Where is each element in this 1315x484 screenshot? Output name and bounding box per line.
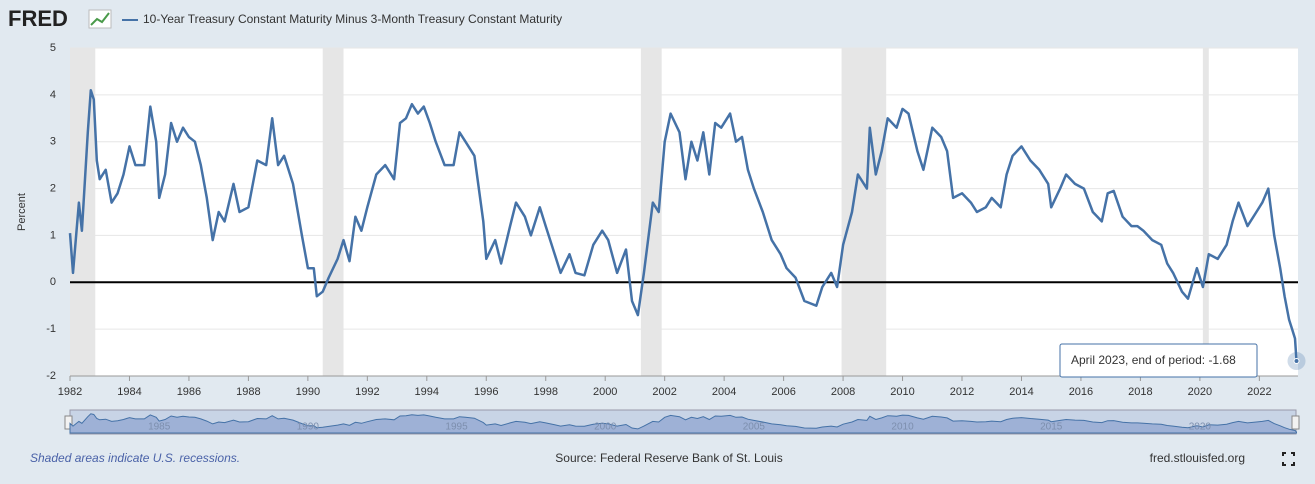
y-tick-label: 1	[50, 229, 56, 241]
recession-note: Shaded areas indicate U.S. recessions.	[30, 451, 240, 465]
x-tick-label: 2016	[1069, 386, 1093, 398]
fullscreen-icon[interactable]	[1282, 452, 1295, 466]
recession-band	[841, 48, 887, 376]
x-tick-label: 1984	[117, 386, 141, 398]
navigator-tick-label: 2010	[891, 422, 914, 433]
x-tick-label: 2010	[890, 386, 914, 398]
x-tick-label: 1988	[236, 386, 260, 398]
x-tick-label: 1990	[296, 386, 320, 398]
point-marker	[1293, 358, 1300, 365]
y-tick-label: 2	[50, 182, 56, 194]
tooltip-text: April 2023, end of period: -1.68	[1071, 353, 1236, 367]
x-tick-label: 2008	[831, 386, 855, 398]
tooltip-label: April 2023, end of period:	[1071, 353, 1205, 367]
logo-icon	[88, 9, 112, 29]
x-tick-label: 1992	[355, 386, 379, 398]
logo: FRED	[8, 6, 68, 31]
y-tick-label: -1	[46, 323, 56, 335]
y-tick-label: 0	[50, 276, 56, 288]
navigator-tick-label: 1995	[445, 422, 468, 433]
y-axis-label: Percent	[16, 193, 28, 231]
navigator-tick-label: 2015	[1040, 422, 1063, 433]
x-tick-label: 1994	[415, 386, 439, 398]
x-tick-label: 2002	[652, 386, 676, 398]
source: Source: Federal Reserve Bank of St. Loui…	[555, 451, 782, 465]
x-tick-label: 1998	[533, 386, 557, 398]
x-tick-label: 2020	[1188, 386, 1212, 398]
y-tick-label: 5	[50, 42, 56, 54]
navigator-handle[interactable]	[1291, 415, 1300, 430]
x-tick-label: 2022	[1247, 386, 1271, 398]
navigator-tick-label: 2005	[743, 422, 766, 433]
navigator-area	[69, 413, 1298, 434]
y-tick-label: -2	[46, 370, 56, 382]
plot-area	[70, 48, 1298, 376]
tooltip-box	[1059, 343, 1258, 378]
x-tick-label: 2014	[1009, 386, 1033, 398]
tooltip: April 2023, end of period: -1.68	[1059, 343, 1258, 378]
navigator-tick-label: 1985	[148, 422, 171, 433]
x-tick-label: 2000	[593, 386, 617, 398]
url[interactable]: fred.stlouisfed.org	[1150, 451, 1245, 465]
x-tick-label: 2006	[771, 386, 795, 398]
recession-band	[1202, 48, 1209, 376]
x-tick-label: 1986	[177, 386, 201, 398]
navigator-tick-label: 2000	[594, 422, 617, 433]
x-tick-label: 2012	[950, 386, 974, 398]
x-tick-label: 2004	[712, 386, 736, 398]
y-tick-label: 4	[50, 89, 56, 101]
navigator-tick-label: 1990	[297, 422, 320, 433]
navigator-handle[interactable]	[64, 415, 73, 430]
recession-band	[322, 48, 344, 376]
navigator-tick-label: 2020	[1189, 422, 1212, 433]
tooltip-value: -1.68	[1208, 353, 1236, 367]
legend-label: 10-Year Treasury Constant Maturity Minus…	[143, 12, 562, 26]
y-tick-label: 3	[50, 136, 56, 148]
x-tick-label: 1982	[58, 386, 82, 398]
series-line	[68, 88, 1298, 362]
x-tick-label: 2018	[1128, 386, 1152, 398]
x-tick-label: 1996	[474, 386, 498, 398]
